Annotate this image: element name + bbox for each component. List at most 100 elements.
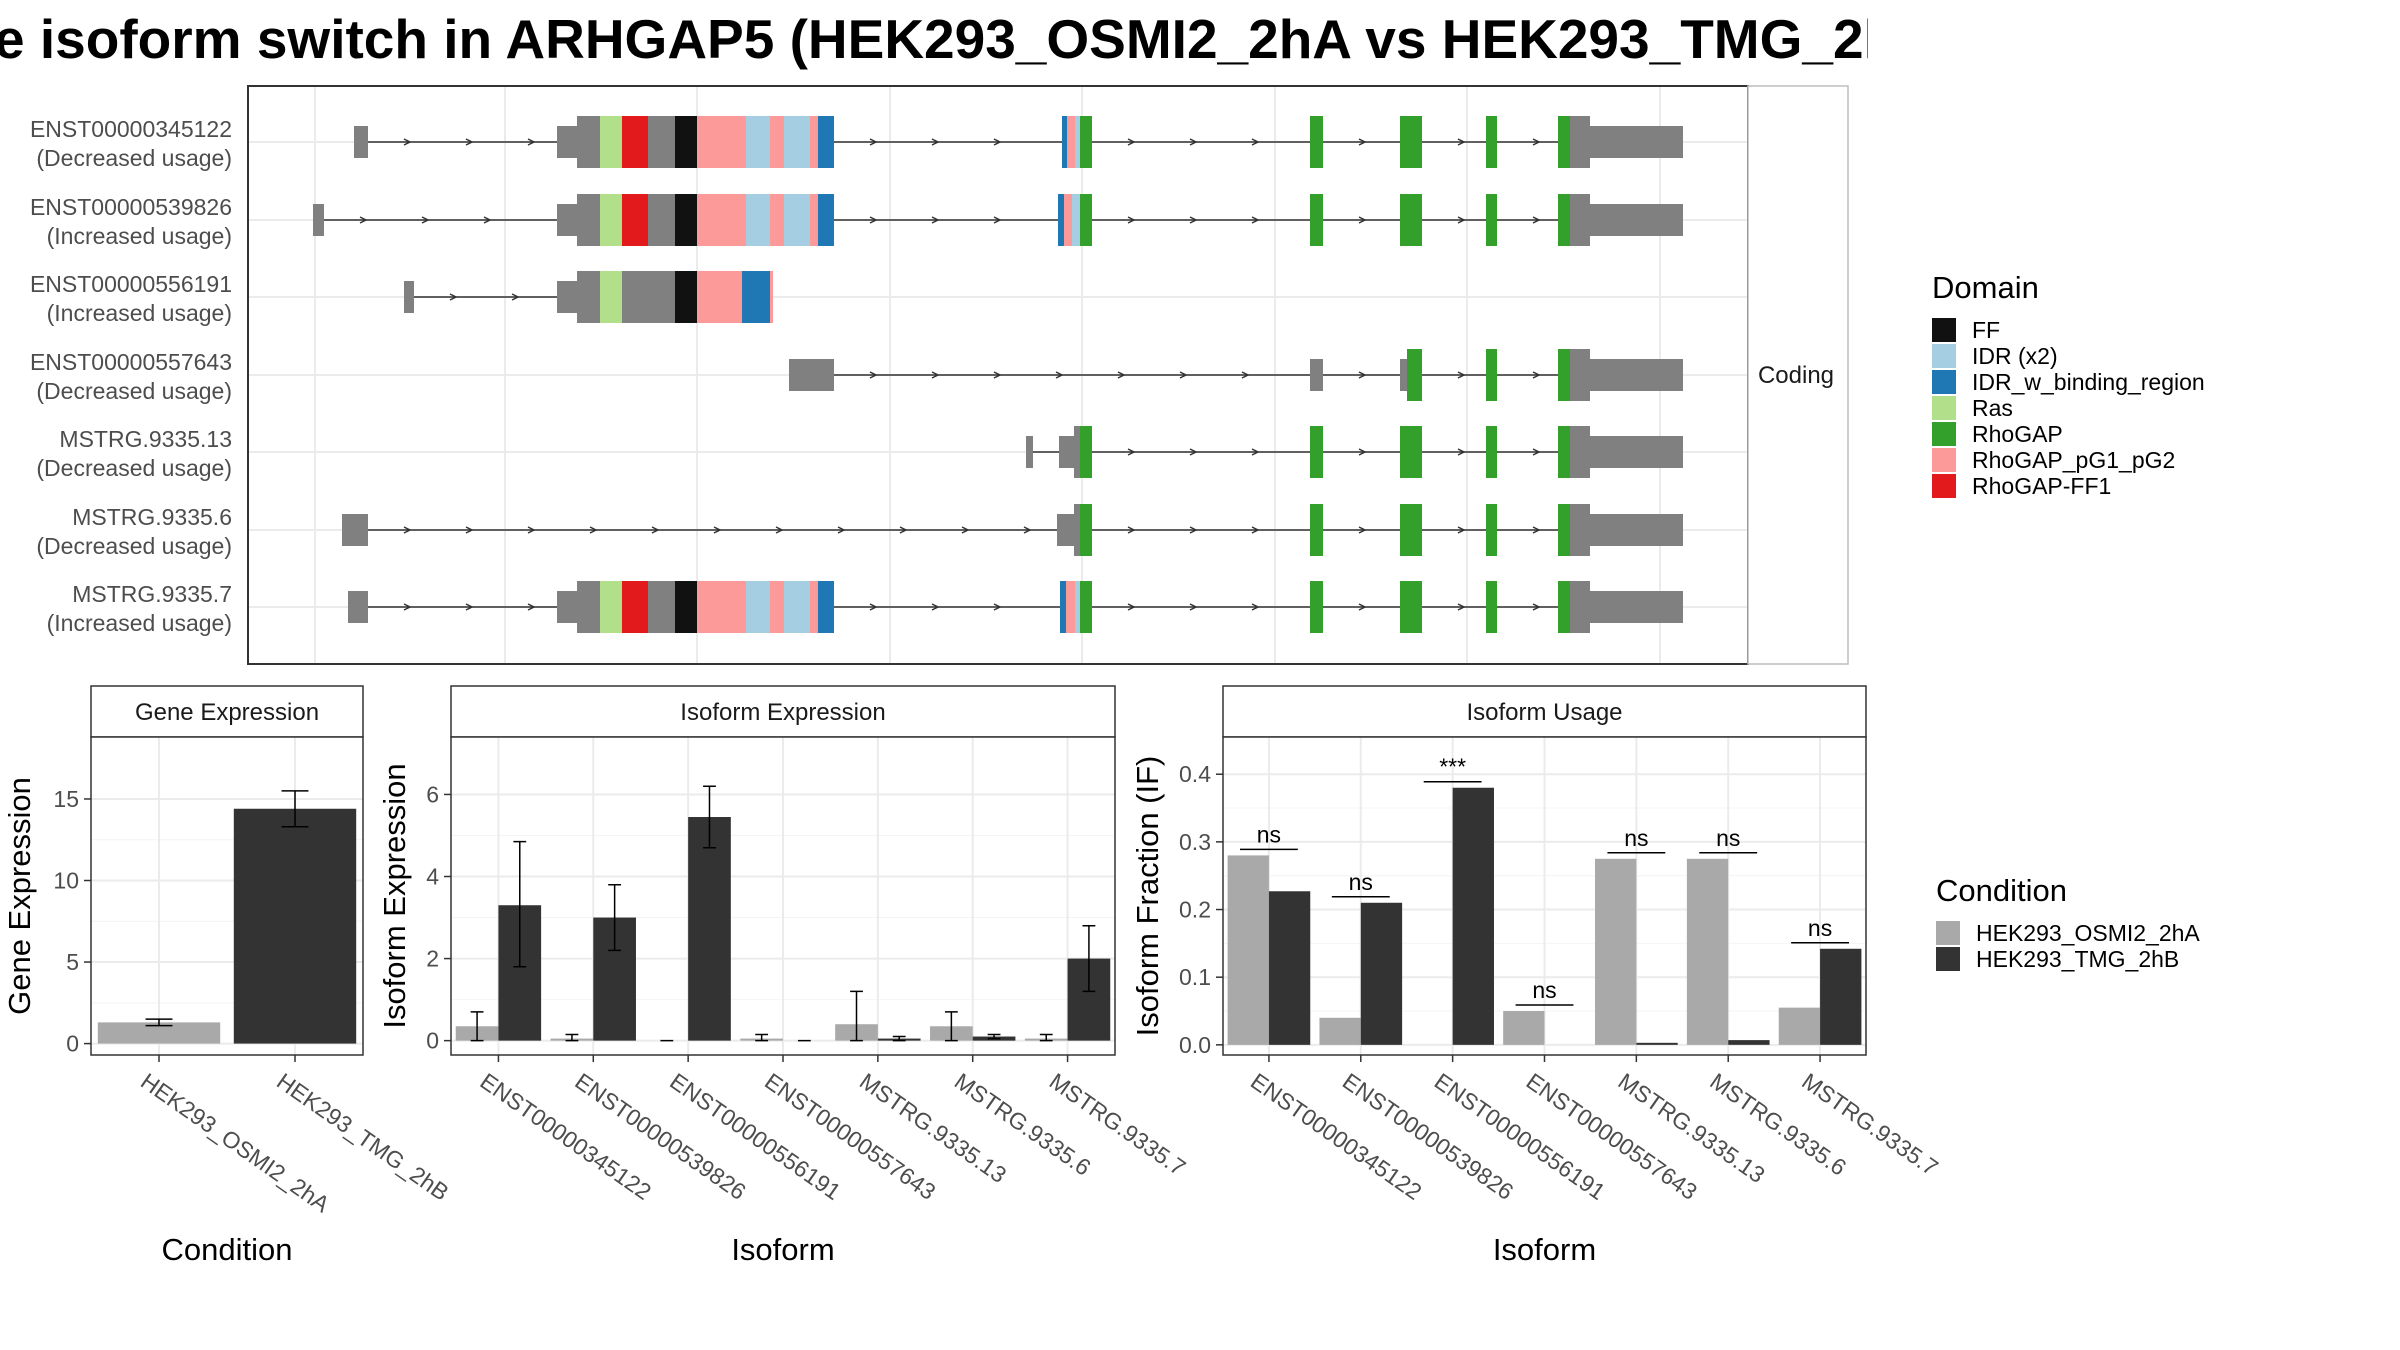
intron-arrow	[1457, 138, 1466, 146]
bar	[1686, 858, 1729, 1045]
transcript-id-label: ENST00000539826	[30, 194, 232, 220]
bar	[1778, 1007, 1821, 1045]
legend-key	[1936, 947, 1960, 971]
intron-arrow	[931, 603, 940, 611]
error-bar	[944, 1011, 958, 1042]
legend-key	[1932, 370, 1956, 394]
intron-arrow	[775, 526, 784, 534]
exon	[1026, 436, 1033, 468]
intron-arrow	[465, 138, 474, 146]
legend-label: RhoGAP-FF1	[1972, 473, 2111, 499]
exon	[818, 581, 834, 633]
intron-arrow	[993, 216, 1002, 224]
legend-label: RhoGAP_pG1_pG2	[1972, 447, 2175, 473]
y-tick-label: 0.0	[1179, 1032, 1211, 1058]
transcript-usage-label: (Increased usage)	[47, 610, 232, 636]
intron-arrow	[465, 526, 474, 534]
exon	[648, 581, 675, 633]
significance-label: ns	[1624, 825, 1648, 851]
legend-label: FF	[1972, 317, 2000, 343]
significance-label: ns	[1716, 825, 1740, 851]
exon	[1075, 116, 1080, 168]
exon	[600, 271, 622, 323]
transcript-id-label: MSTRG.9335.6	[72, 504, 232, 530]
intron-arrow	[1241, 371, 1250, 379]
significance-label: ns	[1349, 869, 1373, 895]
intron-arrow	[837, 526, 846, 534]
panel-title: Gene Expression	[135, 699, 319, 726]
transcript-structure-panel: Coding ENST00000345122 (Decreased usage) EN…	[30, 85, 1849, 665]
exon	[1486, 116, 1497, 168]
legend-key	[1932, 474, 1956, 498]
x-tick-label: ENST00000556191	[1430, 1068, 1610, 1205]
y-tick-label: 0.1	[1179, 964, 1211, 990]
exon	[648, 271, 675, 323]
intron-arrow	[1251, 526, 1260, 534]
exon	[1310, 116, 1323, 168]
error-bar	[987, 1033, 1001, 1040]
intron-arrow	[1457, 526, 1466, 534]
intron-arrow	[403, 138, 412, 146]
transcript-usage-label: (Decreased usage)	[36, 378, 232, 404]
bar	[233, 808, 357, 1044]
exon	[789, 359, 834, 391]
error-bar	[608, 883, 622, 952]
panel-title: Isoform Expression	[680, 699, 885, 726]
exon	[1400, 581, 1422, 633]
intron-arrow	[1358, 603, 1367, 611]
intron-arrow	[1127, 526, 1136, 534]
intron-arrow	[403, 526, 412, 534]
exon	[1072, 194, 1080, 246]
intron-arrow	[465, 603, 474, 611]
legend-label: HEK293_TMG_2hB	[1976, 946, 2179, 972]
exon	[1400, 504, 1422, 556]
error-bar	[470, 1011, 484, 1042]
exon	[342, 514, 368, 546]
x-tick-label: ENST00000345122	[1246, 1068, 1426, 1205]
exon	[818, 116, 834, 168]
error-bar	[281, 790, 309, 828]
intron-arrow	[1457, 603, 1466, 611]
intron-arrow	[511, 293, 520, 301]
intron-arrow	[1127, 138, 1136, 146]
exon	[697, 271, 742, 323]
intron-arrow	[1457, 448, 1466, 456]
exon	[675, 581, 697, 633]
exon	[557, 204, 577, 236]
bar	[1820, 948, 1862, 1045]
exon	[1590, 514, 1683, 546]
exon	[600, 194, 622, 246]
exon	[1400, 116, 1422, 168]
intron-arrow	[961, 526, 970, 534]
y-tick-label: 6	[426, 781, 439, 807]
y-tick-label: 15	[53, 786, 79, 812]
intron-arrow	[359, 216, 368, 224]
exon	[1570, 504, 1590, 556]
y-tick-label: 0.2	[1179, 897, 1211, 923]
exon	[1080, 426, 1092, 478]
intron-arrow	[931, 371, 940, 379]
error-bar	[703, 785, 716, 849]
exon	[1570, 349, 1590, 401]
x-axis-title: Isoform	[731, 1232, 834, 1267]
exon	[1067, 116, 1075, 168]
exon	[784, 581, 810, 633]
bar	[1503, 1011, 1545, 1045]
exon	[577, 116, 600, 168]
error-bar	[145, 1018, 173, 1027]
exon	[1074, 504, 1080, 556]
exon	[622, 194, 648, 246]
bar	[1268, 891, 1311, 1045]
x-tick-label: ENST00000539826	[1338, 1068, 1518, 1205]
exon	[1570, 116, 1590, 168]
exon	[1074, 426, 1080, 478]
exon	[746, 194, 770, 246]
bar	[1227, 855, 1269, 1045]
intron-arrow	[1358, 371, 1367, 379]
intron-arrow	[993, 371, 1002, 379]
plot-border	[90, 736, 364, 1056]
intron-arrow	[589, 526, 598, 534]
exon	[1400, 426, 1422, 478]
y-axis-title: Isoform Expression	[377, 763, 412, 1028]
